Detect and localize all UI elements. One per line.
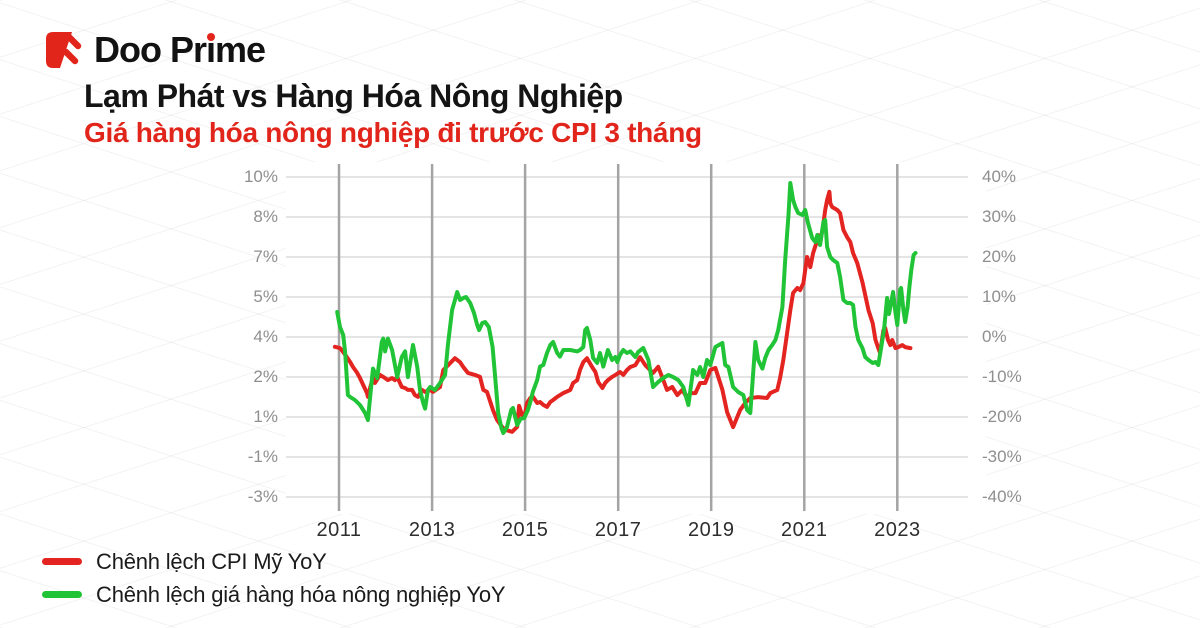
x-axis-tick-label: 2015 xyxy=(501,519,549,541)
cpi-line-swatch xyxy=(42,558,82,565)
left-axis-tick-label: 8% xyxy=(253,207,278,226)
series-line-agri xyxy=(335,181,918,435)
doo-prime-logo-icon xyxy=(46,32,82,68)
right-axis-tick-label: -10% xyxy=(982,367,1022,386)
left-axis-tick-label: 1% xyxy=(253,407,278,426)
agri-line-swatch xyxy=(42,591,82,598)
right-axis-tick-label: -30% xyxy=(982,447,1022,466)
left-axis-tick-label: 7% xyxy=(253,247,278,266)
brand-name-i-with-red-dot: ı xyxy=(206,29,216,70)
legend-label-agri: Chênh lệch giá hàng hóa nông nghiệp YoY xyxy=(96,581,506,607)
left-axis-tick-label: -3% xyxy=(247,487,278,506)
left-axis-tick-label: 5% xyxy=(253,287,278,306)
legend: Chênh lệch CPI Mỹ YoY Chênh lệch giá hàn… xyxy=(42,545,506,611)
x-axis-tick-label: 2023 xyxy=(874,519,921,541)
logo-upper-dash xyxy=(65,33,82,50)
right-axis-tick-label: -40% xyxy=(982,487,1022,506)
left-axis-tick-label: -1% xyxy=(247,447,278,466)
legend-label-cpi: Chênh lệch CPI Mỹ YoY xyxy=(96,548,327,574)
left-axis-tick-label: 4% xyxy=(253,327,278,346)
series-line-cpi xyxy=(332,189,913,434)
right-axis-tick-label: 40% xyxy=(982,167,1017,186)
brand-name-part: Doo Pr xyxy=(94,29,207,70)
x-axis-tick-label: 2021 xyxy=(781,519,828,541)
right-axis-tick-label: 0% xyxy=(982,327,1007,346)
chart-title: Lạm Phát vs Hàng Hóa Nông Nghiệp xyxy=(84,78,623,114)
x-axis-tick-label: 2013 xyxy=(408,519,456,541)
right-axis-tick-label: 20% xyxy=(982,247,1017,266)
left-axis-tick-label: 2% xyxy=(253,367,278,386)
right-axis-tick-label: -20% xyxy=(982,407,1022,426)
brand-name: Doo Pr ı me xyxy=(94,28,266,72)
x-axis-tick-label: 2017 xyxy=(594,519,642,541)
x-axis-tick-label: 2019 xyxy=(687,519,735,541)
brand-name-part: me xyxy=(215,29,266,70)
legend-item-cpi: Chênh lệch CPI Mỹ YoY xyxy=(42,545,505,578)
right-axis-tick-label: 30% xyxy=(982,207,1017,226)
x-axis-tick-label: 2011 xyxy=(316,519,362,541)
left-axis-tick-label: 10% xyxy=(243,167,278,186)
plot-area xyxy=(286,162,986,514)
logo-lower-dash xyxy=(62,48,79,65)
chart-subtitle: Giá hàng hóa nông nghiệp đi trước CPI 3 … xyxy=(84,117,702,148)
legend-item-agri: Chênh lệch giá hàng hóa nông nghiệp YoY xyxy=(42,578,506,611)
right-axis-tick-label: 10% xyxy=(982,287,1017,306)
logo-square-shape xyxy=(46,32,72,68)
